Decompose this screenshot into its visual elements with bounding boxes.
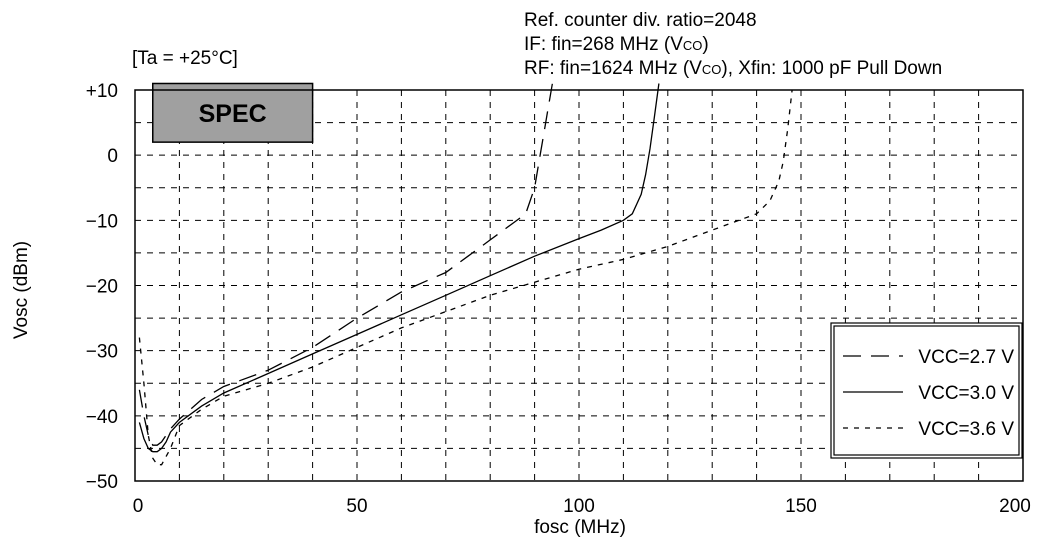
x-tick-label: 0 (133, 496, 144, 517)
legend-border-outer (830, 322, 1023, 459)
x-tick-label: 200 (999, 496, 1031, 517)
x-tick-label: 100 (563, 496, 595, 517)
legend-label-2: VCC=3.0 V (918, 383, 1014, 404)
series-line-2 (138, 83, 660, 453)
legend: VCC=2.7 V VCC=3.0 V VCC=3.6 V (830, 322, 1023, 459)
y-tick-label: −20 (86, 277, 118, 298)
y-tick-label: −30 (86, 342, 118, 363)
if-label: IF: fin=268 MHz (VCO) (524, 34, 709, 57)
legend-label-3: VCC=3.6 V (918, 419, 1014, 440)
rf-label: RF: fin=1624 MHz (VCO), Xfin: 1000 pF Pu… (524, 58, 942, 81)
y-axis-label: Vosc (dBm) (11, 241, 32, 339)
y-tick-label: +10 (86, 81, 118, 102)
x-tick-label: 50 (346, 496, 367, 517)
rf-subscript: CO (701, 62, 722, 77)
if-text: IF: fin=268 MHz (V (524, 34, 683, 55)
series-line-3 (138, 89, 793, 466)
y-tick-label: −50 (86, 472, 118, 493)
spec-box (152, 82, 314, 143)
plot-frame (134, 89, 1024, 482)
series-line-1 (138, 83, 554, 446)
rf-suffix: ), Xfin: 1000 pF Pull Down (721, 58, 943, 79)
x-axis-label: fosc (MHz) (534, 517, 626, 538)
if-subscript: CO (682, 38, 703, 53)
ambient-temperature-label: [Ta = +25°C] (132, 48, 238, 69)
ratio-label: Ref. counter div. ratio=2048 (524, 10, 757, 31)
y-tick-label: 0 (107, 146, 118, 167)
rf-text: RF: fin=1624 MHz (V (524, 58, 702, 79)
tick-labels: +10 0 −10 −20 −30 −40 −50 0 50 100 150 200 (86, 81, 1031, 517)
x-tick-label: 150 (785, 496, 817, 517)
y-tick-label: −40 (86, 407, 118, 428)
y-tick-label: −10 (86, 211, 118, 232)
series-layer (138, 83, 793, 466)
grid (135, 90, 1023, 481)
legend-label-1: VCC=2.7 V (918, 347, 1014, 368)
if-suffix: ) (702, 34, 709, 55)
spec-label: SPEC (199, 100, 267, 128)
legend-border-inner (833, 325, 1020, 456)
